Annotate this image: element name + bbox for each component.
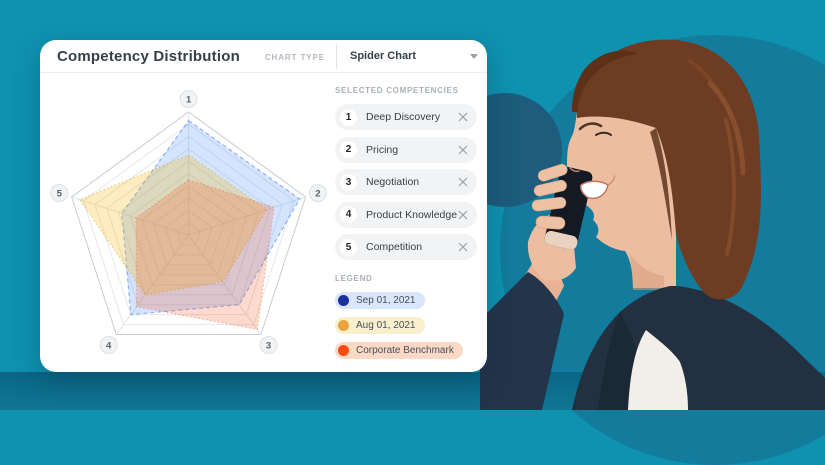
competency-item[interactable]: 1 Deep Discovery [335, 104, 477, 130]
chart-card: Competency Distribution CHART TYPE Spide… [40, 40, 487, 372]
competency-number-badge: 2 [340, 141, 357, 158]
remove-icon[interactable] [457, 176, 469, 188]
competency-number-badge: 5 [340, 238, 357, 256]
remove-icon[interactable] [457, 209, 469, 221]
chart-type-label: CHART TYPE [264, 53, 325, 62]
competency-label: Product Knowledge [366, 208, 458, 221]
competency-label: Pricing [366, 143, 399, 156]
chevron-down-icon [470, 54, 478, 59]
legend-heading: LEGEND [335, 274, 373, 283]
competency-number-badge: 4 [340, 206, 357, 223]
svg-text:5: 5 [57, 188, 63, 199]
svg-text:1: 1 [186, 94, 192, 105]
remove-icon[interactable] [457, 144, 469, 156]
svg-text:4: 4 [106, 340, 112, 351]
page-title: Competency Distribution [57, 48, 240, 65]
remove-icon[interactable] [457, 241, 469, 253]
competency-item[interactable]: 5 Competition [335, 234, 477, 260]
legend-item: Sep 01, 2021 [335, 292, 425, 309]
svg-text:3: 3 [266, 340, 271, 351]
competency-label: Deep Discovery [366, 111, 441, 123]
legend-item: Aug 01, 2021 [335, 317, 425, 334]
competency-label: Competition [366, 241, 423, 253]
legend-item: Corporate Benchmark [335, 342, 463, 359]
competency-number-badge: 3 [340, 173, 357, 191]
competency-item[interactable]: 2 Pricing [335, 136, 477, 163]
selected-competencies-heading: SELECTED COMPETENCIES [335, 86, 459, 95]
remove-icon[interactable] [457, 111, 469, 123]
competency-item[interactable]: 4 Product Knowledge [335, 201, 477, 228]
spider-chart: 1 2 3 4 5 [48, 78, 340, 370]
legend-dot [338, 320, 349, 331]
legend-label: Sep 01, 2021 [356, 295, 416, 306]
svg-text:2: 2 [315, 188, 320, 199]
competency-item[interactable]: 3 Negotiation [335, 169, 477, 195]
legend-dot [338, 345, 349, 356]
chart-type-dropdown[interactable]: Spider Chart [346, 40, 486, 72]
header-divider [336, 44, 337, 69]
card-header: Competency Distribution CHART TYPE Spide… [40, 40, 487, 73]
chart-type-value: Spider Chart [350, 50, 417, 62]
legend-label: Corporate Benchmark [356, 345, 454, 356]
competency-label: Negotiation [366, 176, 420, 188]
side-panel: SELECTED COMPETENCIES 1 Deep Discovery 2… [335, 78, 477, 367]
legend-dot [338, 295, 349, 306]
legend-label: Aug 01, 2021 [356, 320, 416, 331]
person-photo [480, 39, 825, 410]
competency-number-badge: 1 [340, 108, 357, 126]
